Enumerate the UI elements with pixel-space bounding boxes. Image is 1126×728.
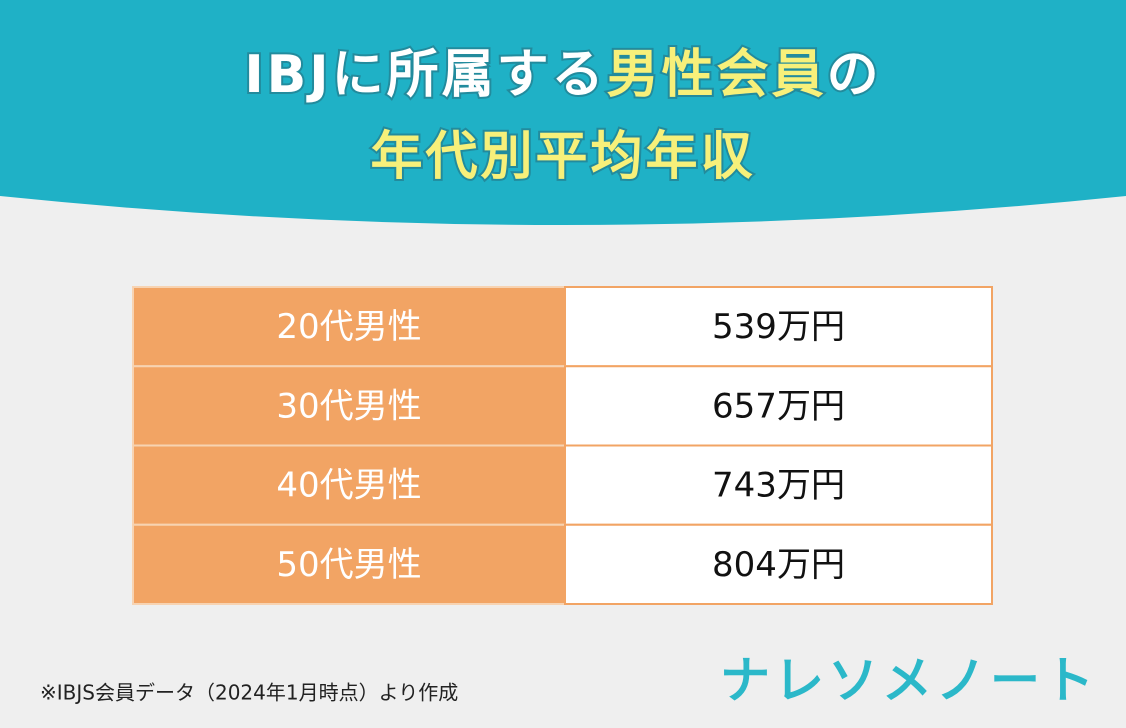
title-part: の xyxy=(827,45,882,105)
row-label: 20代男性 xyxy=(276,307,421,347)
row-value: 743万円 xyxy=(712,466,845,506)
title-line-1: IBJに所属する男性会員の xyxy=(244,45,881,105)
value-cell xyxy=(564,286,993,368)
value-cell xyxy=(564,523,993,605)
row-label: 40代男性 xyxy=(276,466,421,506)
row-value: 804万円 xyxy=(712,545,845,585)
row-label: 30代男性 xyxy=(276,386,421,426)
row-value: 539万円 xyxy=(712,307,845,347)
title-part: IBJに所属する xyxy=(244,45,606,105)
label-cell xyxy=(132,523,566,605)
title-part-highlight: 男性会員 xyxy=(607,45,827,105)
row-value: 657万円 xyxy=(712,386,845,426)
table: 20代男性 539万円 30代男性 657万円 40代男性 743万円 50代男性 804万円 xyxy=(132,286,993,605)
footnote: ※IBJS会員データ（2024年1月時点）より作成 xyxy=(40,681,458,705)
label-cell xyxy=(132,365,566,447)
header-band xyxy=(0,0,1126,225)
label-cell xyxy=(132,286,566,368)
row-label: 50代男性 xyxy=(276,545,421,585)
logo: ナレソメノート xyxy=(720,652,1098,710)
title-line-2: 年代別平均年収 xyxy=(370,127,755,187)
